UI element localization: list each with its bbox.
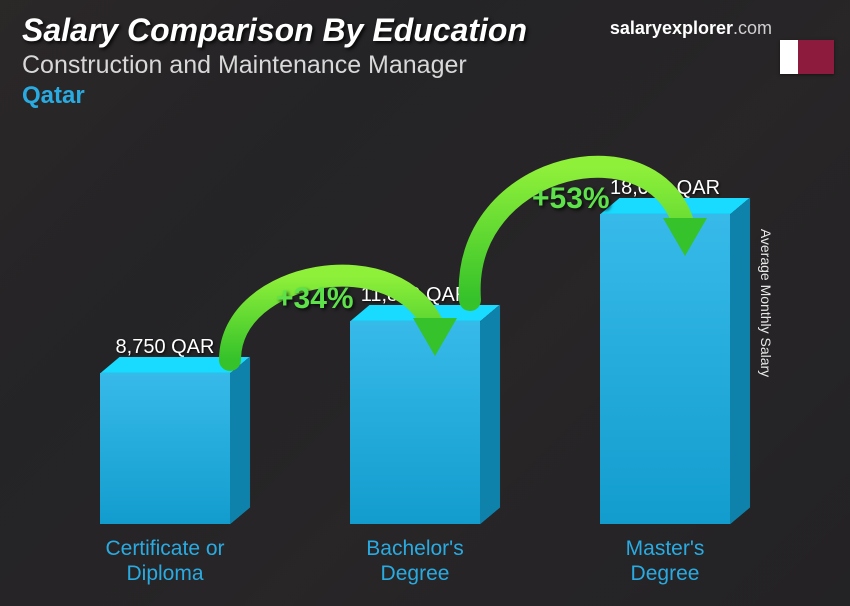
x-axis-label: Bachelor's Degree xyxy=(291,536,539,586)
percent-increase-label: +53% xyxy=(532,182,610,216)
flag-maroon-band xyxy=(798,40,834,74)
brand-suffix: .com xyxy=(733,18,772,38)
chart-country: Qatar xyxy=(22,82,828,110)
x-axis-label: Certificate or Diploma xyxy=(41,536,289,586)
brand-label: salaryexplorer.com xyxy=(610,18,772,39)
bar-side-face xyxy=(730,198,750,525)
increase-arrow xyxy=(440,130,730,335)
percent-increase-label: +34% xyxy=(276,282,354,316)
chart-subtitle: Construction and Maintenance Manager xyxy=(22,51,828,80)
bar-chart: 8,750 QAR11,800 QAR18,000 QAR Certificat… xyxy=(40,130,790,586)
x-labels-container: Certificate or DiplomaBachelor's DegreeM… xyxy=(40,536,790,586)
flag-serration xyxy=(792,40,798,74)
brand-main: salaryexplorer xyxy=(610,18,733,38)
x-axis-label: Master's Degree xyxy=(541,536,789,586)
qatar-flag-icon xyxy=(780,40,834,74)
arrow-icon xyxy=(440,130,730,330)
